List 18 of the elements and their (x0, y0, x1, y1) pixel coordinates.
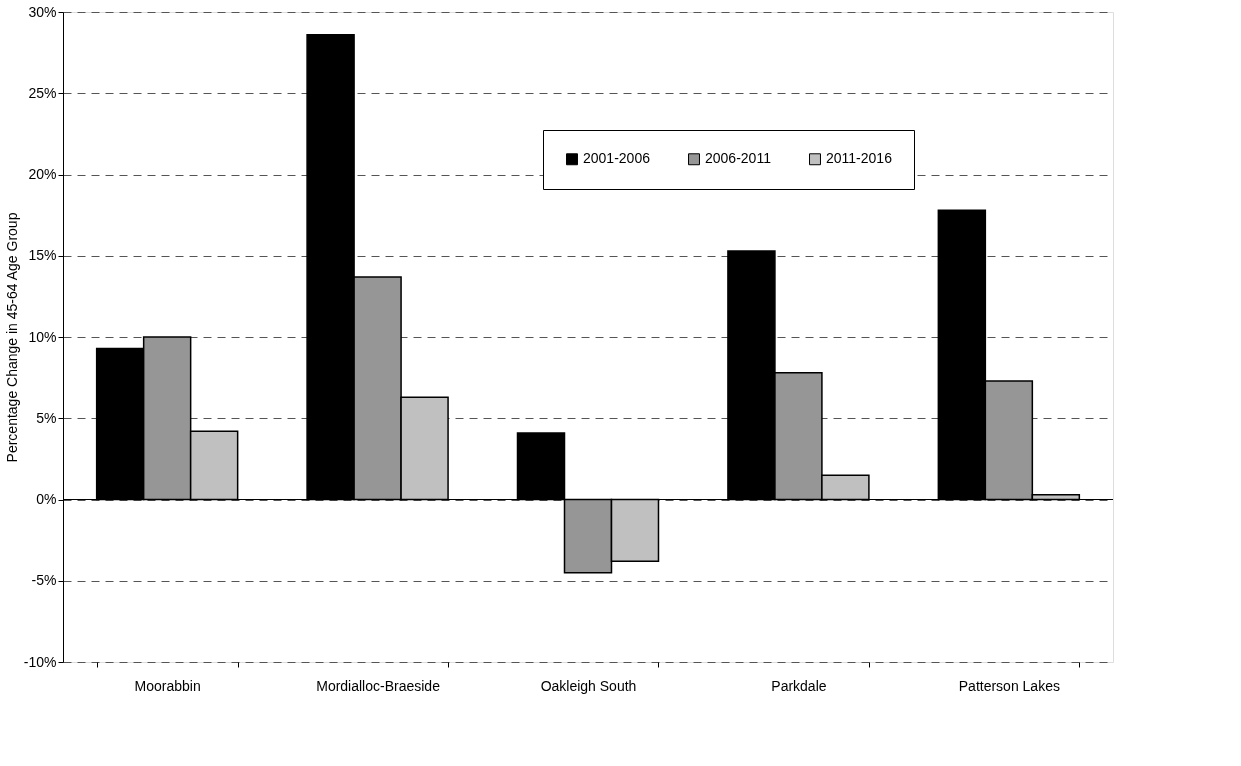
y-axis-title: Percentage Change in 45-64 Age Group (3, 212, 20, 463)
x-tick-label: Moorabbin (134, 677, 201, 694)
x-tick-label: Oakleigh South (540, 677, 637, 694)
x-tick-label: Patterson Lakes (958, 677, 1060, 694)
y-tick-label: 25% (28, 84, 57, 101)
x-tick-label: Mordialloc-Braeside (316, 677, 441, 694)
y-tick-label: 0% (36, 491, 57, 507)
legend-label: 2011-2016 (826, 150, 893, 167)
y-tick-label: 20% (28, 166, 57, 182)
y-tick-label: 15% (28, 247, 57, 264)
y-tick-label: -10% (23, 653, 57, 670)
x-tick-label: Parkdale (771, 677, 827, 694)
y-tick-label: 30% (28, 3, 57, 20)
legend-label: 2001-2006 (583, 150, 651, 167)
y-tick-label: -5% (31, 572, 57, 589)
legend-label: 2006-2011 (705, 150, 772, 167)
y-tick-label: 5% (36, 409, 57, 426)
y-tick-label: 10% (28, 328, 57, 345)
